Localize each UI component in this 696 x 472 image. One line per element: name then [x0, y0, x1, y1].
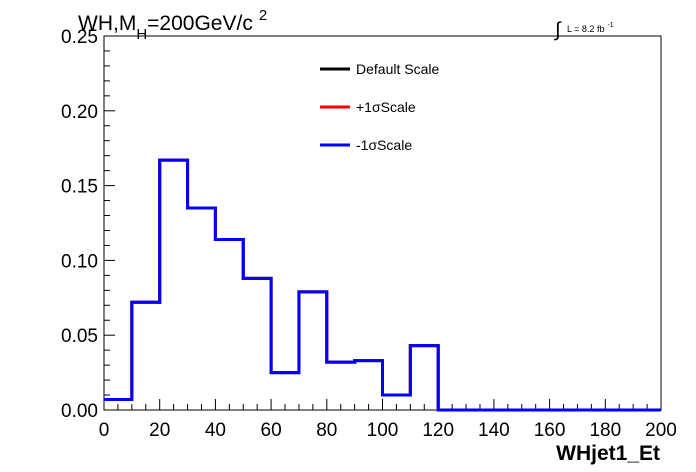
x-tick-label: 0: [99, 420, 110, 441]
x-tick-label: 160: [534, 420, 566, 441]
title-subscript: H: [136, 26, 147, 43]
y-tick-label: 0.20: [61, 102, 98, 123]
luminosity-integral-sign: ∫: [554, 19, 562, 41]
x-tick-label: 120: [422, 420, 454, 441]
series-line-2: [104, 158, 661, 412]
plot-frame: [103, 35, 662, 411]
luminosity-superscript: -1: [607, 22, 613, 29]
x-tick-label: 100: [367, 420, 399, 441]
legend-label-2: -1σScale: [356, 137, 412, 153]
y-tick-label: 0.10: [61, 251, 98, 272]
x-tick-label: 80: [316, 420, 337, 441]
legend-label-0: Default Scale: [356, 61, 439, 77]
chart-title: WH,MH=200GeV/c 2: [78, 7, 267, 43]
title-part-a: WH,M: [78, 12, 136, 35]
y-tick-label: 0.15: [61, 177, 98, 198]
x-tick-label: 200: [645, 420, 677, 441]
x-tick-label: 140: [478, 420, 510, 441]
x-tick-label: 40: [205, 420, 226, 441]
title-superscript: 2: [259, 7, 267, 24]
luminosity-label: L = 8.2 fb -1: [567, 22, 614, 34]
x-axis-title: WHjet1_Et: [556, 442, 660, 465]
luminosity-text: L = 8.2 fb: [567, 24, 604, 34]
legend-label-1: +1σScale: [356, 99, 416, 115]
y-tick-label: 0.25: [61, 27, 98, 48]
x-tick-label: 180: [589, 420, 621, 441]
y-tick-label: 0.00: [61, 401, 98, 422]
y-tick-label: 0.05: [61, 326, 98, 347]
title-part-b: =200GeV/c: [147, 12, 253, 35]
x-tick-label: 60: [261, 420, 282, 441]
x-tick-label: 20: [149, 420, 170, 441]
